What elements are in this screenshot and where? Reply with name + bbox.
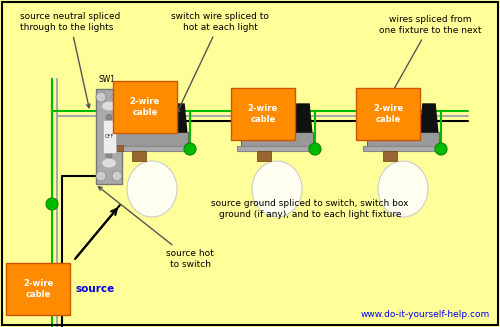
Text: SW1: SW1 (98, 75, 116, 84)
Ellipse shape (378, 161, 428, 217)
Text: 2-wire
cable: 2-wire cable (23, 279, 53, 299)
Bar (102, 120, 116, 153)
Text: source neutral spliced
through to the lights: source neutral spliced through to the li… (20, 12, 120, 108)
Text: 2-wire
cable: 2-wire cable (373, 104, 403, 124)
Circle shape (96, 92, 106, 102)
Bar (383, 151, 397, 161)
Bar (367, 132, 439, 146)
Circle shape (309, 143, 321, 155)
Text: source hot
to switch: source hot to switch (98, 187, 214, 269)
Text: switch wire spliced to
hot at each light: switch wire spliced to hot at each light (171, 12, 269, 113)
Bar (257, 151, 271, 161)
Ellipse shape (252, 161, 302, 217)
Text: 2-wire
cable: 2-wire cable (248, 104, 278, 124)
Text: source: source (75, 284, 114, 294)
Text: 2-wire
cable: 2-wire cable (130, 97, 160, 117)
Circle shape (112, 171, 122, 181)
Bar (117, 126, 123, 132)
Polygon shape (117, 104, 135, 132)
Circle shape (106, 152, 112, 159)
Circle shape (184, 143, 196, 155)
Bar (112, 146, 192, 151)
Bar (241, 132, 313, 146)
Bar (237, 146, 317, 151)
Circle shape (46, 198, 58, 210)
Bar (117, 145, 123, 151)
Bar (116, 132, 188, 146)
Ellipse shape (102, 158, 116, 168)
Polygon shape (294, 104, 312, 132)
Bar (96, 89, 122, 184)
Circle shape (435, 143, 447, 155)
Bar (132, 151, 146, 161)
Circle shape (96, 171, 106, 181)
Bar (363, 146, 443, 151)
Text: www.do-it-yourself-help.com: www.do-it-yourself-help.com (361, 310, 490, 319)
Text: wires spliced from
one fixture to the next: wires spliced from one fixture to the ne… (379, 15, 481, 110)
Text: source ground spliced to switch, switch box
ground (if any), and to each light f: source ground spliced to switch, switch … (211, 199, 409, 219)
Circle shape (106, 114, 112, 121)
Polygon shape (169, 104, 187, 132)
Ellipse shape (127, 161, 177, 217)
Polygon shape (368, 104, 386, 132)
Circle shape (112, 92, 122, 102)
Ellipse shape (102, 101, 116, 111)
Polygon shape (242, 104, 260, 132)
Text: OFF: OFF (104, 134, 114, 139)
Polygon shape (420, 104, 438, 132)
